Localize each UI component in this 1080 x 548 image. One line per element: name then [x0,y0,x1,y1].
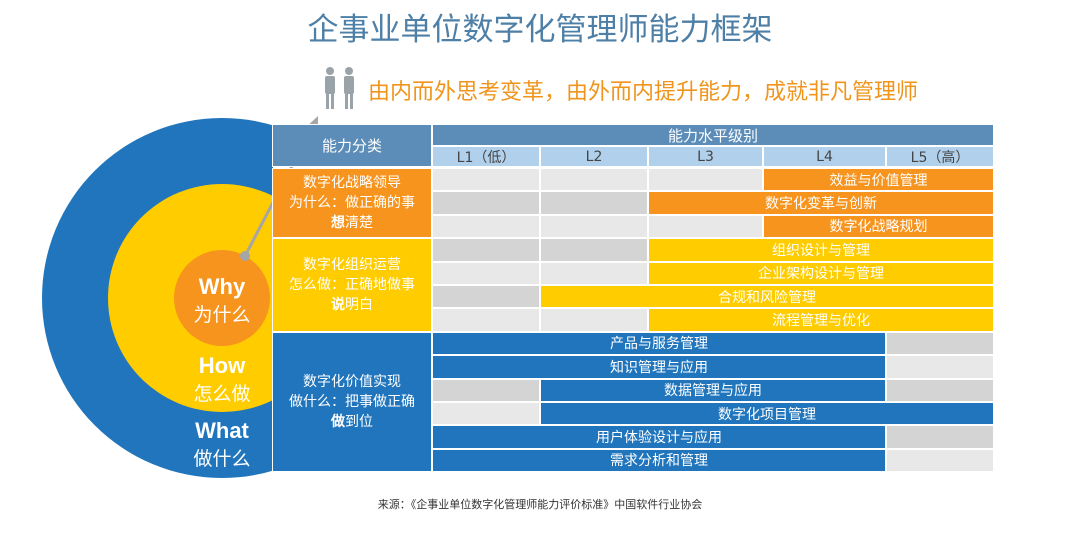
empty-cell [540,191,648,215]
empty-cell [432,168,540,192]
empty-cell [540,261,648,285]
empty-cell [648,168,763,192]
competency-bar: 数字化项目管理 [540,402,994,426]
how-label: How 怎么做 [193,353,251,405]
competency-bar: 数据管理与应用 [540,378,886,402]
competency-bar: 数字化变革与创新 [648,191,994,215]
empty-cell [648,214,763,239]
category-header: 能力分类 [272,124,432,167]
category-name: 数字化组织运营 [303,256,401,273]
level-1-header: L1（低） [432,146,540,167]
what-label: What 做什么 [193,418,251,470]
empty-cell [432,308,540,332]
category-3: 数字化价值实现 做什么：把事做正确 做到位 [272,331,432,473]
competency-bar: 效益与价值管理 [763,168,994,192]
level-2-header: L2 [540,146,648,167]
competency-bar: 合规和风险管理 [540,285,994,309]
competency-bar: 组织设计与管理 [648,238,994,262]
competency-bar: 流程管理与优化 [648,308,994,332]
empty-cell [540,308,648,332]
category-name: 数字化价值实现 [303,373,401,390]
empty-cell [886,425,994,449]
competency-bar: 产品与服务管理 [432,331,886,356]
empty-cell [432,191,540,215]
why-label: Why 为什么 [193,274,251,326]
category-2: 数字化组织运营 怎么做：正确地做事 说明白 [272,238,432,332]
empty-cell [432,238,540,262]
category-goal: 做到位 [331,413,373,430]
empty-cell [886,448,994,473]
empty-cell [432,378,540,402]
why-circle [174,250,270,346]
arrow-dot [240,251,250,261]
category-goal: 说明白 [331,296,373,313]
empty-cell [540,214,648,239]
level-4-header: L4 [763,146,886,167]
competency-bar: 需求分析和管理 [432,448,886,473]
competency-bar: 用户体验设计与应用 [432,425,886,449]
competency-bar: 数字化战略规划 [763,214,994,239]
source-note: 来源：《企事业单位数字化管理师能力评价标准》中国软件行业协会 [377,498,703,511]
slogan: 由内而外思考变革，由外而内提升能力，成就非凡管理师 [368,80,919,105]
category-question: 做什么：把事做正确 [289,393,415,410]
empty-cell [886,378,994,402]
category-1: 数字化战略领导 为什么：做正确的事 想清楚 [272,168,432,239]
level-header: 能力水平级别 [432,124,994,146]
category-question: 为什么：做正确的事 [289,195,415,212]
category-question: 怎么做：正确地做事 [289,276,415,293]
empty-cell [540,238,648,262]
empty-cell [432,261,540,285]
empty-cell [540,168,648,192]
competency-bar: 企业架构设计与管理 [648,261,994,285]
empty-cell [432,285,540,309]
competency-bar: 知识管理与应用 [432,355,886,379]
category-goal: 想清楚 [331,215,373,232]
business-people-icon [325,67,354,109]
level-3-header: L3 [648,146,763,167]
page-title: 企事业单位数字化管理师能力框架 [307,12,773,48]
empty-cell [432,402,540,426]
empty-cell [886,355,994,379]
level-5-header: L5（高） [886,146,994,167]
empty-cell [886,331,994,356]
category-name: 数字化战略领导 [303,175,401,192]
empty-cell [432,214,540,239]
